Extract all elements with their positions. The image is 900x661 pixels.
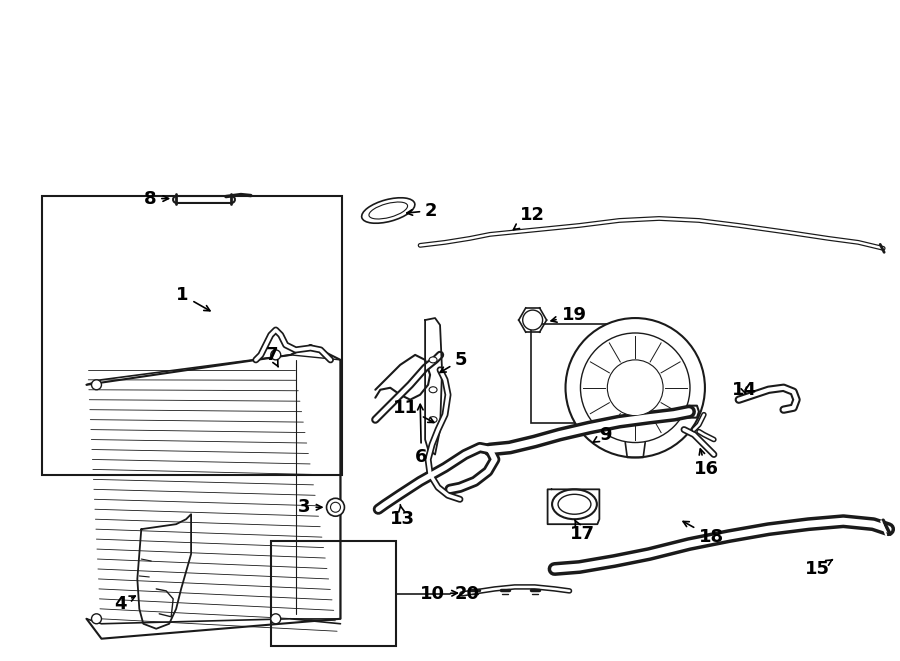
- Circle shape: [92, 614, 102, 624]
- Circle shape: [565, 318, 705, 457]
- Ellipse shape: [429, 416, 437, 422]
- Text: 14: 14: [732, 381, 757, 399]
- Text: 17: 17: [570, 520, 595, 543]
- Text: 22: 22: [0, 660, 1, 661]
- Ellipse shape: [429, 357, 437, 363]
- Circle shape: [92, 380, 102, 390]
- Text: 15: 15: [805, 560, 832, 578]
- Circle shape: [580, 333, 690, 442]
- Bar: [531, 324, 656, 422]
- Ellipse shape: [429, 387, 437, 393]
- Text: 4: 4: [114, 595, 135, 613]
- Circle shape: [271, 614, 281, 624]
- Text: 10: 10: [420, 585, 457, 603]
- Ellipse shape: [558, 494, 591, 514]
- Bar: [271, 541, 396, 646]
- Text: 19: 19: [551, 306, 587, 324]
- Circle shape: [330, 502, 340, 512]
- Text: 2: 2: [407, 202, 437, 219]
- Text: 7: 7: [266, 346, 278, 367]
- Text: 18: 18: [683, 522, 724, 546]
- Circle shape: [327, 498, 345, 516]
- Ellipse shape: [552, 489, 597, 519]
- Text: 12: 12: [513, 206, 544, 229]
- Text: 11: 11: [393, 399, 434, 422]
- Text: 16: 16: [694, 449, 719, 479]
- Text: 21: 21: [0, 660, 1, 661]
- Text: 8: 8: [144, 190, 168, 208]
- Circle shape: [523, 310, 543, 330]
- Circle shape: [271, 350, 281, 360]
- Text: 13: 13: [391, 504, 415, 528]
- Text: 3: 3: [298, 498, 322, 516]
- Text: 5: 5: [440, 351, 467, 372]
- Ellipse shape: [362, 198, 415, 223]
- Text: 6: 6: [415, 405, 428, 467]
- Bar: [42, 196, 343, 475]
- Text: 9: 9: [593, 426, 612, 444]
- Text: 1: 1: [176, 286, 210, 311]
- Ellipse shape: [369, 202, 408, 219]
- Circle shape: [608, 360, 663, 416]
- Text: 20: 20: [455, 585, 480, 603]
